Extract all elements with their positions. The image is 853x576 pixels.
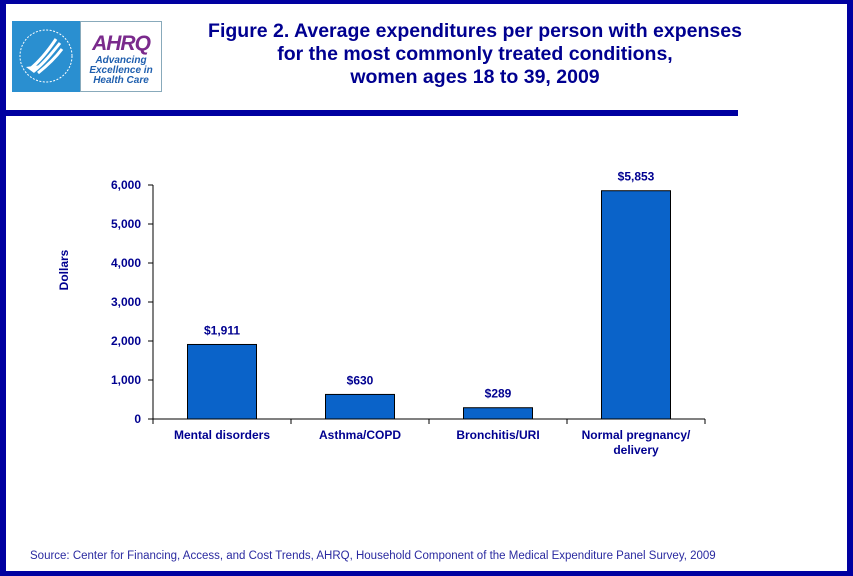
bar bbox=[601, 190, 671, 420]
y-tick-label: 6,000 bbox=[111, 178, 141, 192]
tagline-line-1: Advancing bbox=[95, 55, 147, 66]
x-tick-label: Asthma/COPD bbox=[319, 428, 401, 442]
data-label: $1,911 bbox=[204, 323, 240, 337]
bar bbox=[187, 343, 257, 420]
data-label: $289 bbox=[485, 387, 512, 401]
data-label: $5,853 bbox=[618, 170, 655, 184]
y-tick-label: 3,000 bbox=[111, 295, 141, 309]
x-tick-label: Bronchitis/URI bbox=[456, 428, 539, 442]
bar bbox=[325, 393, 395, 420]
hhs-eagle-icon bbox=[12, 21, 80, 92]
header-divider bbox=[6, 110, 738, 116]
title-line-2: for the most commonly treated conditions… bbox=[277, 43, 673, 65]
data-label: $630 bbox=[347, 373, 374, 387]
x-tick-label: delivery bbox=[613, 443, 659, 457]
ahrq-logo: AHRQ Advancing Excellence in Health Care bbox=[12, 21, 162, 92]
y-tick-label: 2,000 bbox=[111, 334, 141, 348]
tagline-line-3: Health Care bbox=[93, 75, 149, 86]
tagline-line-2: Excellence in bbox=[89, 65, 153, 76]
source-note: Source: Center for Financing, Access, an… bbox=[30, 550, 716, 562]
y-axis-label: Dollars bbox=[57, 249, 71, 290]
y-tick-label: 4,000 bbox=[111, 256, 141, 270]
y-tick-label: 5,000 bbox=[111, 217, 141, 231]
y-tick-label: 1,000 bbox=[111, 373, 141, 387]
ahrq-wordmark: AHRQ Advancing Excellence in Health Care bbox=[80, 21, 162, 92]
y-tick-label: 0 bbox=[134, 412, 141, 426]
chart-title: Figure 2. Average expenditures per perso… bbox=[180, 20, 770, 89]
bar bbox=[463, 407, 533, 420]
ahrq-mark: AHRQ bbox=[92, 32, 151, 55]
title-line-1: Figure 2. Average expenditures per perso… bbox=[208, 20, 742, 42]
title-line-3: women ages 18 to 39, 2009 bbox=[350, 66, 600, 88]
x-tick-label: Mental disorders bbox=[174, 428, 270, 442]
x-tick-label: Normal pregnancy/ bbox=[582, 428, 691, 442]
